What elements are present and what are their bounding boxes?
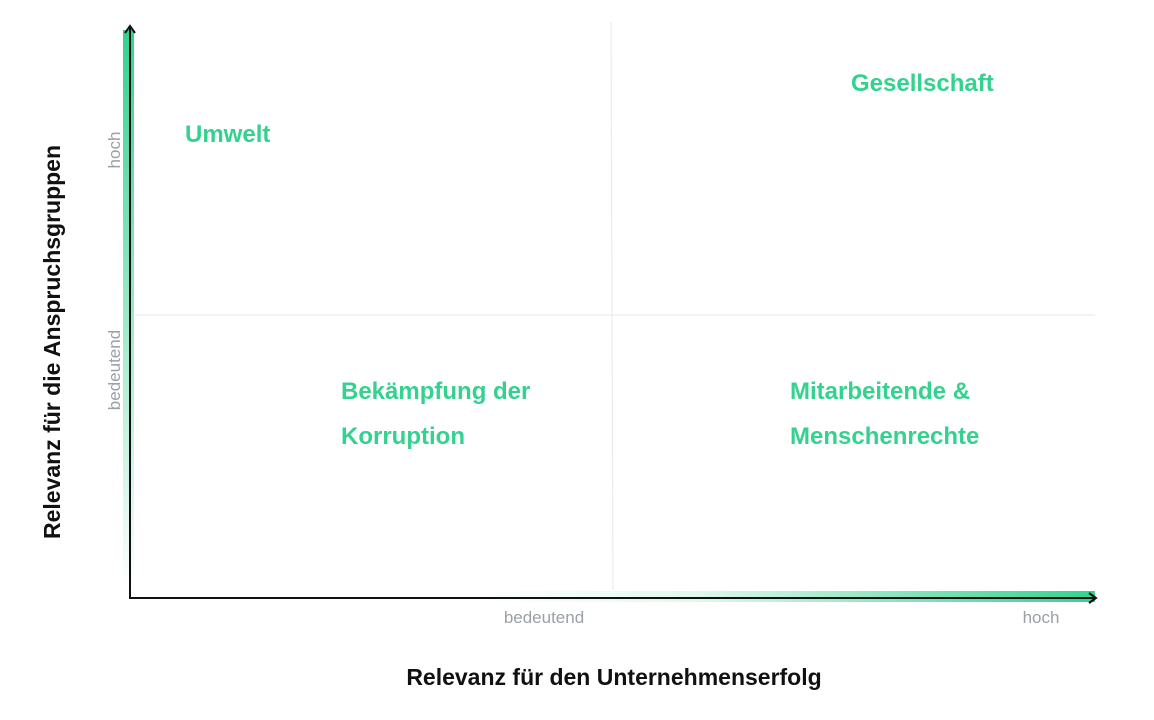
x-arrow bbox=[1088, 592, 1098, 604]
topic-label: Mitarbeitende & bbox=[790, 378, 970, 405]
x-gradient bbox=[480, 591, 1095, 602]
y-title: Relevanz für die Anspruchsgruppen bbox=[39, 145, 65, 539]
topic-label: Menschenrechte bbox=[790, 423, 979, 450]
x-label: hoch bbox=[1023, 608, 1060, 627]
x-title: Relevanz für den Unternehmenserfolg bbox=[406, 664, 821, 690]
divider-vertical bbox=[610, 21, 614, 591]
y-gradient bbox=[123, 30, 134, 590]
y-arrow bbox=[124, 24, 136, 34]
topic-label: Bekämpfung der bbox=[341, 378, 530, 405]
topic-label: Gesellschaft bbox=[851, 70, 994, 97]
topic-label: Umwelt bbox=[185, 121, 270, 148]
x-label: bedeutend bbox=[504, 608, 584, 627]
y-label: hoch bbox=[105, 132, 124, 169]
y-label: bedeutend bbox=[105, 330, 124, 410]
topic-label: Korruption bbox=[341, 423, 465, 450]
